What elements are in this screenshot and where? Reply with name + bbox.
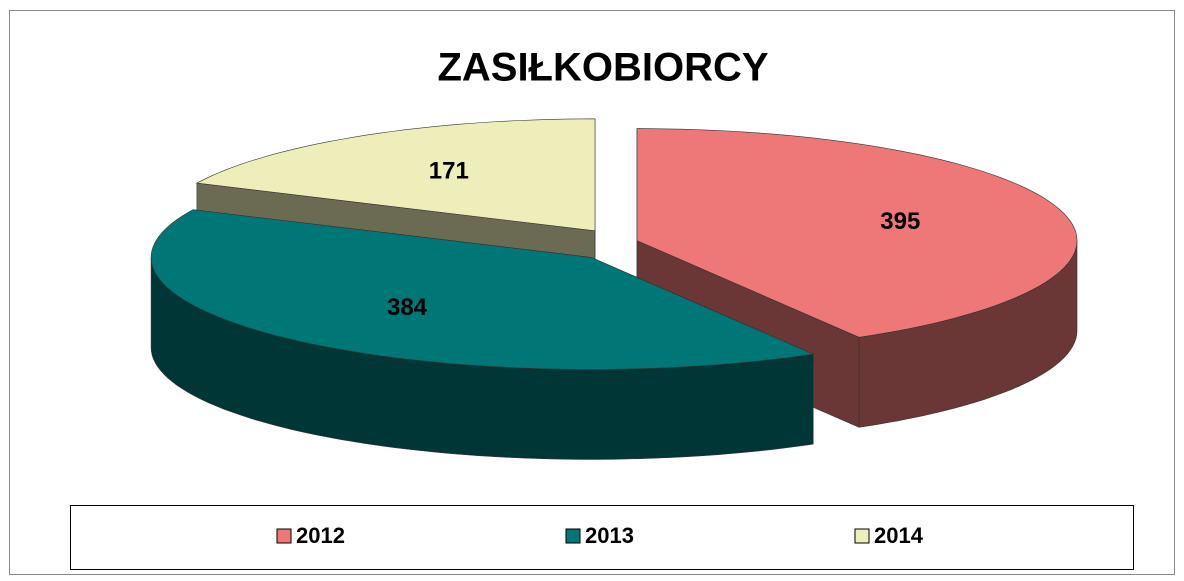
legend-swatch (276, 528, 292, 544)
slice (636, 128, 1078, 338)
slice (195, 118, 596, 232)
legend-label: 2012 (296, 523, 345, 548)
legend-swatch (854, 528, 870, 544)
chart-title: ZASIŁKOBIORCY (437, 46, 768, 90)
legend-label: 2014 (874, 523, 924, 548)
legend: 2012 2013 2014 (276, 523, 924, 548)
data-label: 384 (387, 294, 428, 321)
legend-swatch (565, 528, 581, 544)
data-label: 171 (429, 158, 469, 185)
pie: 395 384 171 (150, 118, 1078, 460)
data-label: 395 (880, 208, 920, 235)
legend-box (70, 505, 1134, 570)
legend-label: 2013 (585, 523, 634, 548)
slice (150, 209, 815, 370)
